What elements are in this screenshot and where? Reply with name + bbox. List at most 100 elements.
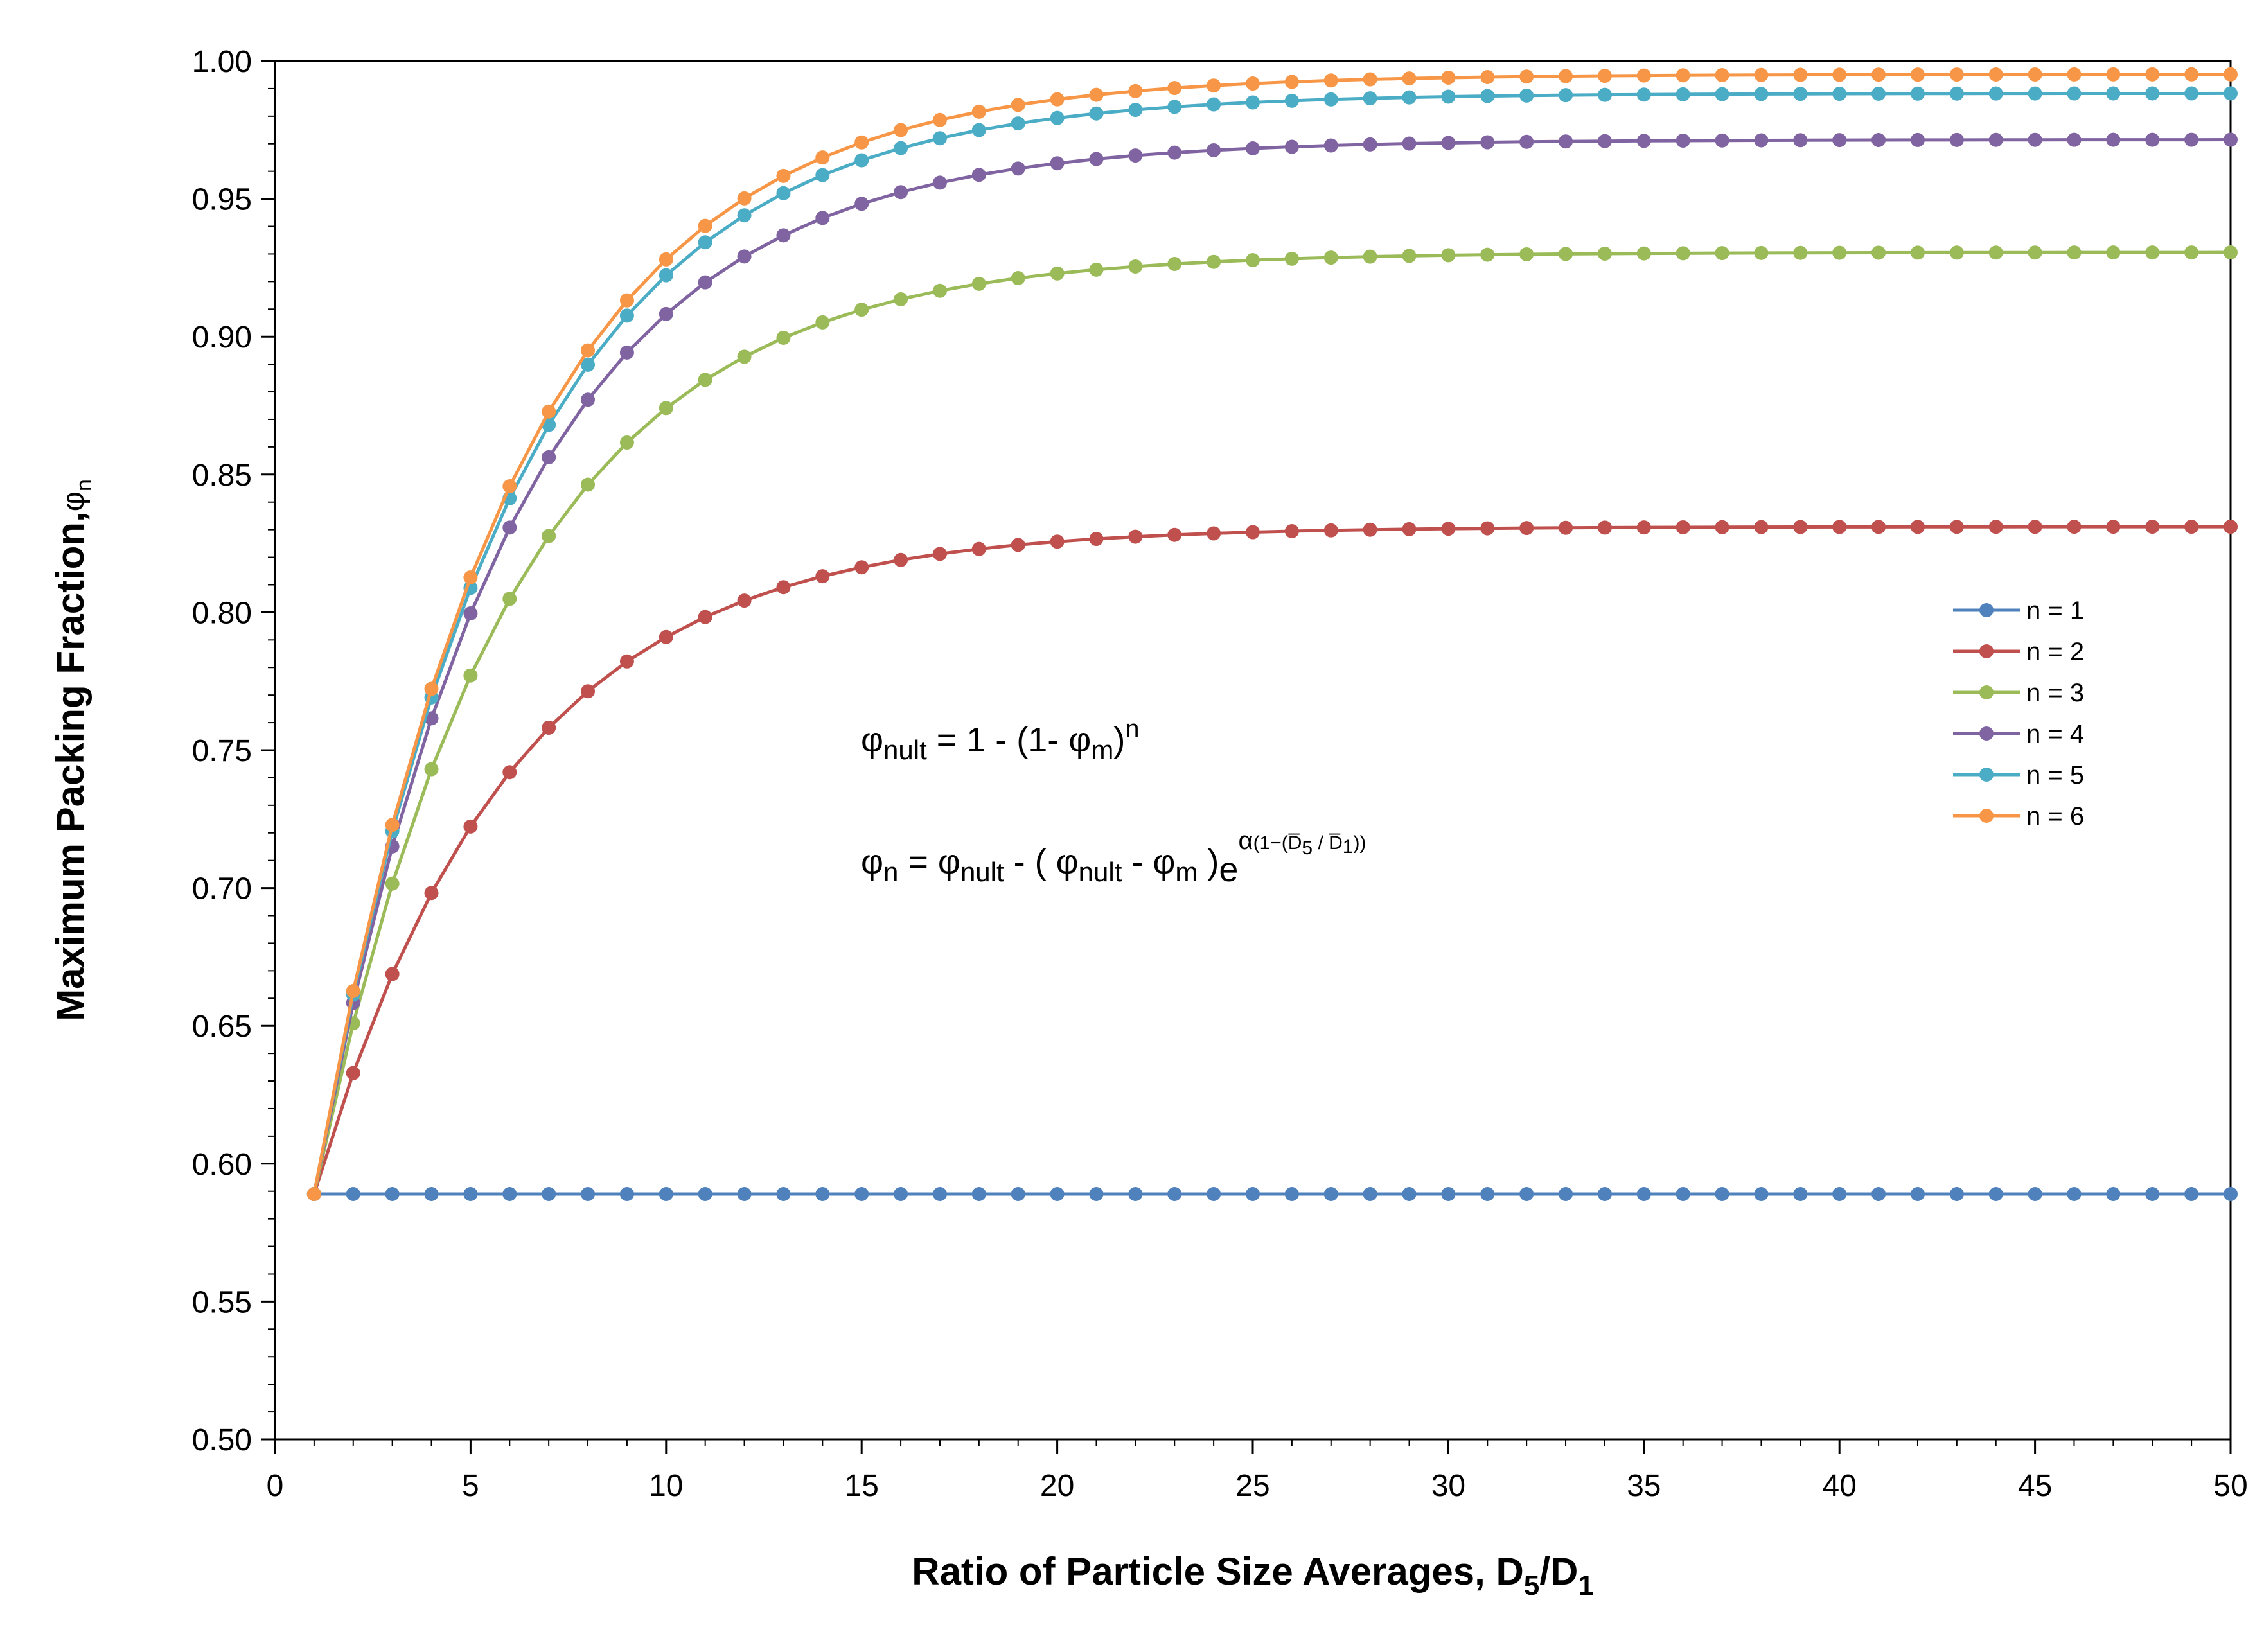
data-point bbox=[581, 357, 596, 372]
data-point bbox=[1363, 137, 1377, 152]
data-point bbox=[2184, 132, 2199, 147]
data-point bbox=[542, 404, 556, 419]
data-point bbox=[2028, 245, 2042, 260]
data-point bbox=[581, 343, 596, 358]
y-tick-label: 0.70 bbox=[192, 872, 252, 906]
data-point bbox=[1636, 68, 1651, 83]
plot-area bbox=[274, 60, 2232, 1441]
data-point bbox=[1676, 246, 1690, 261]
y-tick-label: 1.00 bbox=[192, 45, 252, 79]
data-point bbox=[2067, 245, 2082, 260]
series-3 bbox=[306, 245, 2238, 1202]
data-point bbox=[1793, 87, 1808, 101]
data-point bbox=[306, 1187, 321, 1202]
legend-label: n = 1 bbox=[2026, 597, 2084, 625]
data-point bbox=[894, 1187, 908, 1202]
data-point bbox=[1011, 538, 1025, 552]
data-point bbox=[1519, 521, 1534, 536]
data-point bbox=[698, 610, 712, 624]
legend-label: n = 3 bbox=[2026, 679, 2084, 707]
data-point bbox=[1363, 72, 1377, 87]
data-point bbox=[1754, 67, 1769, 82]
data-point bbox=[2106, 67, 2121, 82]
data-point bbox=[619, 308, 634, 323]
data-point bbox=[1246, 76, 1260, 91]
data-point bbox=[2224, 67, 2238, 82]
data-point bbox=[619, 293, 634, 308]
data-point bbox=[659, 401, 673, 416]
data-point bbox=[1754, 87, 1769, 101]
data-point bbox=[1676, 133, 1690, 148]
data-point bbox=[776, 228, 791, 243]
data-point bbox=[1793, 520, 1808, 534]
data-point bbox=[1128, 83, 1143, 98]
data-point bbox=[1559, 247, 1573, 261]
data-point bbox=[971, 276, 986, 291]
data-point bbox=[1011, 271, 1025, 286]
data-point bbox=[1519, 247, 1534, 261]
data-point bbox=[737, 208, 752, 223]
x-axis-title: Ratio of Particle Size Averages, D5/D1 bbox=[912, 1550, 1594, 1601]
data-point bbox=[932, 112, 947, 127]
data-point bbox=[1207, 97, 1221, 112]
equation-1: φnult = 1 - (1- φm)n bbox=[861, 715, 1140, 765]
data-point bbox=[1949, 132, 1964, 147]
legend-label: n = 6 bbox=[2026, 802, 2084, 830]
data-point bbox=[1284, 75, 1299, 89]
data-point bbox=[1089, 532, 1104, 547]
data-point bbox=[1011, 161, 1025, 176]
data-point bbox=[854, 1187, 869, 1202]
x-tick-label: 5 bbox=[462, 1469, 479, 1503]
data-point bbox=[2184, 86, 2199, 101]
data-point bbox=[1597, 246, 1612, 261]
data-point bbox=[776, 186, 791, 200]
data-point bbox=[2028, 520, 2042, 534]
data-point bbox=[1441, 1187, 1456, 1202]
data-point bbox=[1089, 262, 1104, 277]
data-point bbox=[2106, 132, 2121, 147]
data-point bbox=[1207, 526, 1221, 541]
data-point bbox=[2145, 86, 2160, 101]
data-point bbox=[502, 479, 517, 494]
x-tick-label: 10 bbox=[649, 1469, 683, 1503]
data-point bbox=[1167, 527, 1182, 542]
data-point bbox=[1754, 245, 1769, 260]
data-point bbox=[659, 1187, 673, 1202]
data-point bbox=[1793, 133, 1808, 148]
data-point bbox=[1597, 134, 1612, 148]
data-point bbox=[2145, 245, 2160, 260]
data-point bbox=[1323, 523, 1338, 538]
data-point bbox=[854, 560, 869, 575]
data-point bbox=[1323, 250, 1338, 265]
data-point bbox=[2028, 132, 2042, 147]
data-point bbox=[1480, 135, 1495, 150]
data-point bbox=[776, 168, 791, 183]
data-point bbox=[463, 606, 478, 621]
series-6 bbox=[306, 67, 2238, 1202]
data-point bbox=[1871, 133, 1886, 148]
data-point bbox=[1754, 1187, 1769, 1202]
data-point bbox=[971, 104, 986, 119]
data-point bbox=[1246, 525, 1260, 540]
data-point bbox=[1988, 132, 2003, 147]
data-point bbox=[971, 1187, 986, 1202]
data-point bbox=[1793, 1187, 1808, 1202]
data-point bbox=[815, 1187, 830, 1202]
data-point bbox=[2224, 520, 2238, 534]
data-point bbox=[1597, 1187, 1612, 1202]
data-point bbox=[932, 547, 947, 561]
data-point bbox=[1089, 106, 1104, 121]
data-point bbox=[698, 1187, 712, 1202]
data-point bbox=[1793, 67, 1808, 82]
data-point bbox=[698, 235, 712, 250]
data-point bbox=[1910, 245, 1925, 260]
data-point bbox=[1402, 90, 1417, 105]
data-point bbox=[2028, 1187, 2042, 1202]
data-point bbox=[1207, 78, 1221, 93]
data-point bbox=[1402, 249, 1417, 263]
data-point bbox=[346, 1066, 360, 1080]
data-point bbox=[1480, 70, 1495, 85]
data-point bbox=[1832, 1187, 1847, 1202]
data-point bbox=[1949, 67, 1964, 82]
data-point bbox=[2224, 86, 2238, 101]
